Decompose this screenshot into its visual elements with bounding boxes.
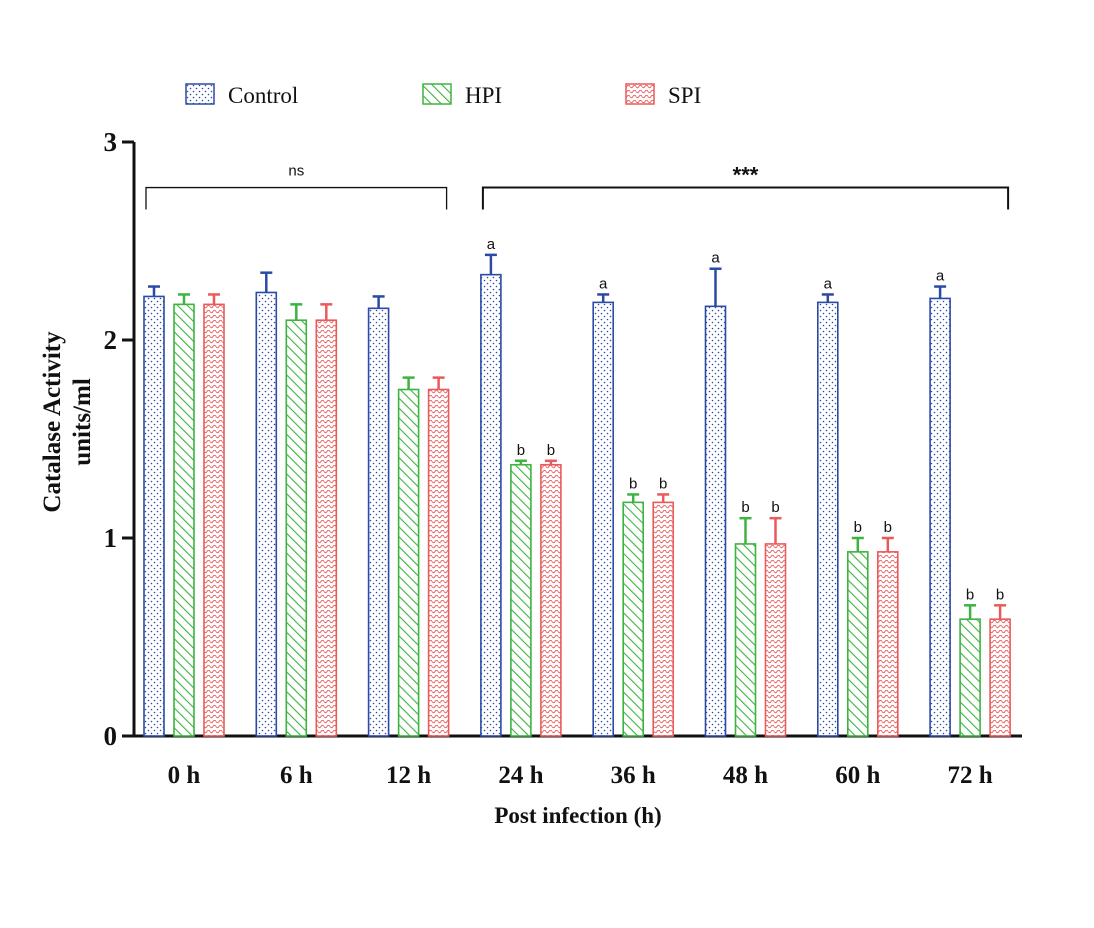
bracket-label: *** [733,163,759,188]
significance-letter: b [884,519,892,536]
bar-spi [876,551,899,737]
significance-letter: b [854,519,862,536]
y-axis-label-line1: Catalase Activity [39,331,66,513]
x-tick-label: 6 h [280,762,313,789]
bar-spi [540,463,562,737]
bar-hpi [397,388,420,737]
y-ticks: 0 1 2 3 [104,127,134,751]
bar-control [367,307,390,737]
x-tick-label: 72 h [948,762,993,789]
bracket-line [145,186,448,210]
category-group [255,271,338,737]
bar-hpi [622,501,645,737]
significance-letter: b [629,475,637,492]
significance-letter: b [741,499,749,516]
bar-control [704,305,727,737]
bar-control [255,291,278,737]
significance-letter: a [824,275,833,292]
significance-letter: b [771,499,779,516]
significance-letter: b [996,586,1004,603]
bar-hpi [959,618,981,737]
y-tick-label: 2 [104,325,118,355]
bar-control [592,301,615,737]
y-axis-label-line2: units/ml [69,378,96,466]
x-tick-label: 48 h [723,762,768,789]
x-tick-labels: 0 h 6 h 12 h 24 h 36 h 48 h 60 h 72 h [168,762,993,789]
legend: Control HPI SPI [185,83,701,108]
significance-letter: b [966,586,974,603]
x-axis-label: Post infection (h) [494,803,661,828]
legend-label-hpi: HPI [465,83,502,108]
bar-hpi [510,463,532,737]
significance-letter: a [936,268,945,285]
legend-item-spi: SPI [625,83,701,108]
bracket-line [481,186,1010,210]
legend-swatch-hpi [422,83,452,105]
significance-letter: a [711,250,720,267]
significance-letter: b [517,442,525,459]
significance-bracket: *** [481,163,1010,210]
y-axis-title: Catalase Activity units/ml [39,331,96,513]
bar-spi [764,543,787,737]
legend-item-hpi: HPI [422,83,502,108]
category-group: a b b [816,275,899,737]
x-tick-label: 36 h [611,762,656,789]
category-group [143,285,225,737]
bar-control [816,301,839,737]
category-group [367,295,450,737]
bar-hpi [285,319,308,737]
bar-spi [652,501,675,737]
category-group: a b b [929,268,1011,737]
category-group: a b b [480,236,562,737]
y-tick-label: 0 [104,721,118,751]
bar-control [143,295,165,737]
significance-brackets: ns *** [145,163,1010,210]
legend-swatch-control [185,83,215,105]
bar-spi [203,303,225,737]
bar-hpi [846,551,869,737]
x-tick-label: 60 h [835,762,880,789]
significance-letter: a [487,236,496,253]
category-group: a b b [704,250,787,737]
legend-label-control: Control [228,83,298,108]
bar-control [929,297,951,737]
x-tick-label: 12 h [386,762,431,789]
bracket-label: ns [288,163,304,180]
x-tick-label: 24 h [498,762,543,789]
category-group: a b b [592,275,675,737]
legend-item-control: Control [185,83,298,108]
significance-letter: b [659,475,667,492]
legend-label-spi: SPI [668,83,701,108]
significance-letter: a [599,275,608,292]
significance-letter: b [547,442,555,459]
bar-control [480,273,502,737]
bar-spi [315,319,338,737]
significance-bracket: ns [145,163,448,210]
x-tick-label: 0 h [168,762,201,789]
bar-hpi [173,303,195,737]
bar-spi [427,388,450,737]
bar-hpi [734,543,757,737]
bars: a b b a b b a b b a b b a b b [143,236,1011,737]
legend-swatch-spi [625,83,655,105]
y-tick-label: 1 [104,523,118,553]
y-tick-label: 3 [104,127,118,157]
bar-spi [989,618,1011,737]
